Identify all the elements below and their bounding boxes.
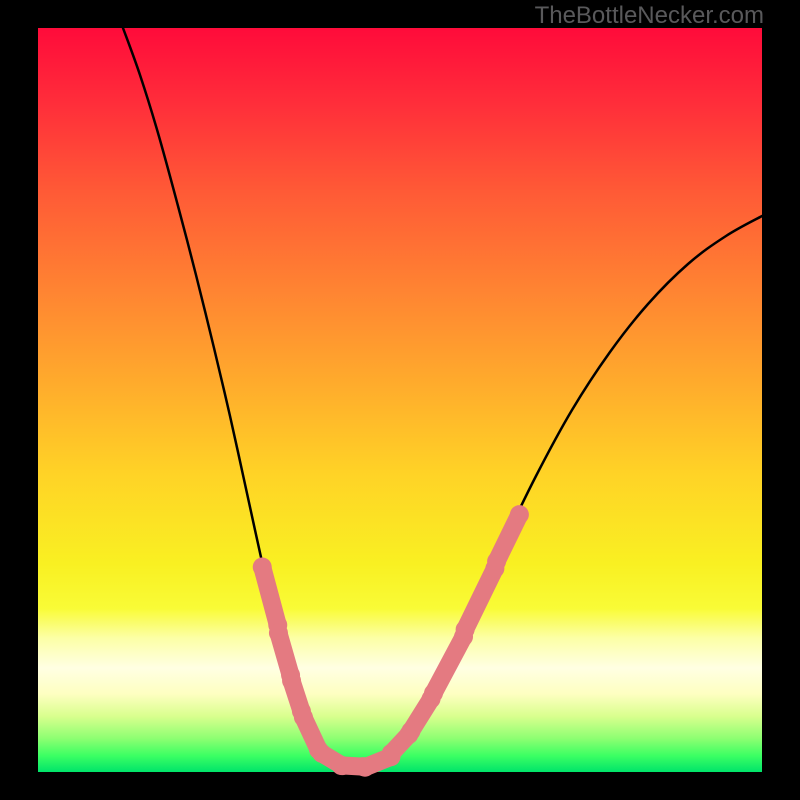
marker-bead [253,558,272,577]
chart-frame: TheBottleNecker.com [0,0,800,800]
watermark-text: TheBottleNecker.com [535,2,764,30]
marker-bead [456,620,475,639]
curve-right-arm [343,216,762,766]
curve-layer [0,0,800,800]
marker-bead [424,684,443,703]
marker-bead [382,744,401,763]
marker-bead [269,623,288,642]
marker-bead [401,722,420,741]
marker-bead [510,505,529,524]
marker-bead [356,758,375,777]
curve-left-arm [123,28,343,766]
marker-bead [487,552,506,571]
marker-bead [294,708,313,727]
marker-bead [282,671,301,690]
marker-bead [312,744,331,763]
marker-capsule [465,568,495,629]
marker-bead [332,756,351,775]
marker-capsule [433,637,463,694]
